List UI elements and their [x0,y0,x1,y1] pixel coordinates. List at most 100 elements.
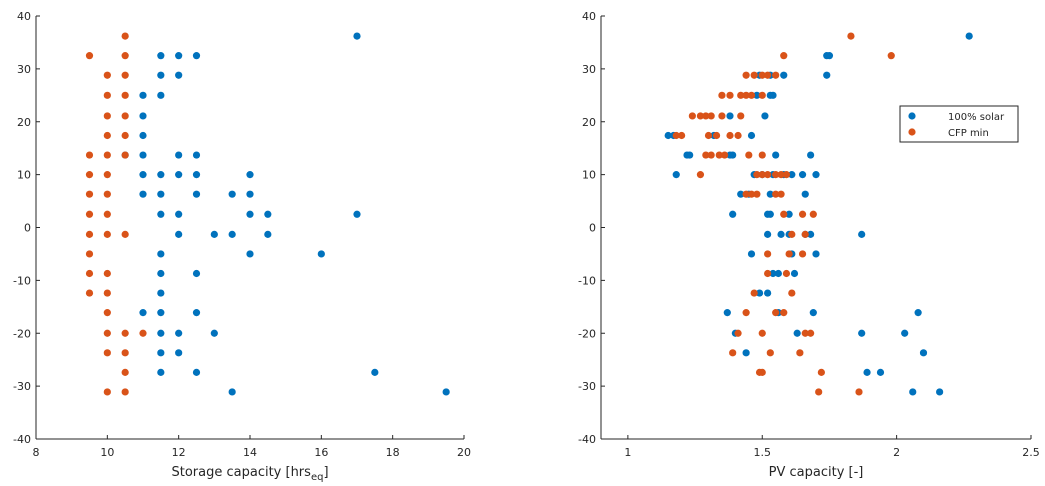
y-tick-label: 20 [582,116,596,129]
data-point [769,269,777,278]
data-point [782,269,791,278]
data-point [264,230,272,238]
x-axis-title-subscript: eq [311,472,324,483]
data-point [175,171,183,179]
data-point [734,131,742,140]
data-point [192,368,201,376]
data-point [246,250,254,258]
data-point [103,349,111,357]
x-tick-label: 1.5 [754,446,772,459]
data-point [769,91,777,99]
data-point [121,388,129,396]
data-point [755,289,764,297]
data-point [718,91,726,99]
data-point [758,329,766,337]
x-axis-title: PV capacity [-] [769,465,864,480]
data-point [192,269,201,278]
data-point [780,52,788,60]
data-point [704,131,713,140]
data-point [772,171,780,179]
data-point [758,368,766,376]
data-point [688,112,696,120]
series-cfp-min [85,32,147,396]
y-tick-label: -10 [578,274,596,287]
x-tick-label: 10 [100,446,114,459]
data-point [815,388,823,396]
storage-capacity-scatter-panel: -40 -30 -20 -10 0 10 20 30 40 8 10 12 14 16 18 20 Storag… [13,10,471,483]
x-axis-title: Storage capacity [hrseq] [171,465,328,483]
y-tick-label: -40 [578,433,596,446]
data-point [764,269,772,278]
data-point [157,52,165,60]
data-point [807,230,815,238]
data-point [766,349,774,357]
data-point [175,329,183,337]
data-point [737,91,745,99]
data-point [788,230,796,238]
data-point [936,388,944,396]
y-tick-label: 40 [582,10,596,23]
y-tick-label: 40 [17,10,31,23]
data-point [863,368,871,376]
data-point [764,171,772,179]
data-point [807,329,815,337]
data-point [742,71,750,79]
data-point [766,210,774,218]
data-point [121,349,129,357]
data-point [758,91,766,99]
data-point [825,52,834,60]
data-point [747,190,756,198]
data-point [823,71,831,79]
data-point [139,91,147,99]
data-point [793,329,801,337]
data-point [876,368,885,376]
data-point [210,329,218,337]
y-tick-label: 10 [17,169,31,182]
data-point [85,250,94,258]
data-point [157,349,165,357]
data-point [85,171,94,179]
data-point [780,309,788,317]
data-point [103,210,111,218]
data-point [772,190,780,198]
x-tick-label: 18 [386,446,400,459]
data-point [858,329,866,337]
x-axis-title-suffix: ] [323,465,328,480]
data-point [121,131,129,140]
data-point [696,112,705,120]
data-point [737,112,745,120]
x-tick-label: 2.5 [1022,446,1040,459]
y-tick-label: 30 [582,63,596,76]
x-tick-label: 20 [457,446,471,459]
data-point [157,190,165,198]
data-point [712,131,721,140]
data-point [157,289,165,297]
data-point [85,269,94,278]
data-point [103,388,111,396]
x-tick-label: 14 [243,446,257,459]
data-point [103,289,111,297]
data-point [764,71,772,79]
data-point [702,151,710,159]
data-point [103,131,111,140]
y-tick-label: 20 [17,116,31,129]
data-point [764,250,772,258]
data-point [175,151,183,159]
data-point [192,52,201,60]
data-point [817,368,825,376]
data-point [85,289,94,297]
legend: 100% solar CFP min [899,105,1019,143]
x-tick-label: 1 [624,446,631,459]
data-point [766,190,774,198]
y-tick-label: 10 [582,169,596,182]
data-point [758,171,766,179]
data-point [139,329,147,337]
data-point [664,131,672,140]
data-point [103,71,111,79]
data-point [121,91,129,99]
y-tick-label: -20 [13,327,31,340]
series-cfp-min [672,32,895,396]
data-point [228,388,236,396]
data-point [750,71,758,79]
